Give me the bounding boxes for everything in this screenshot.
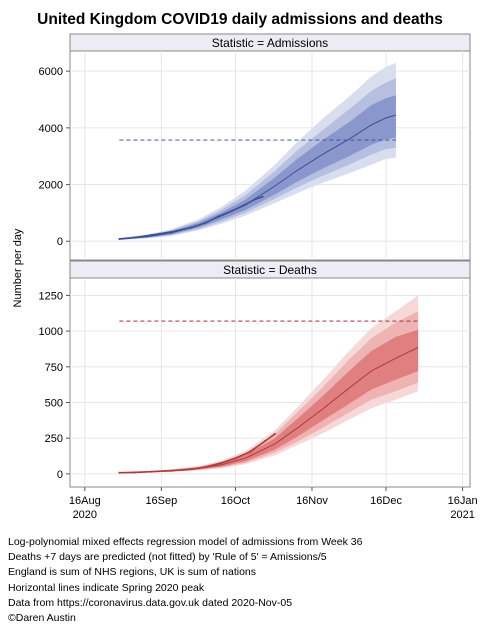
panel-header-label: Statistic = Admissions (212, 36, 328, 50)
y-tick-label: 0 (57, 469, 63, 481)
x-tick-label: 16Aug (69, 495, 101, 507)
observed-point (261, 195, 264, 198)
y-tick-label: 500 (45, 397, 63, 409)
observed-point (150, 234, 153, 236)
y-tick-label: 4000 (39, 123, 63, 135)
y-axis-label: Number per day (12, 228, 24, 307)
observed-point (241, 204, 244, 207)
model-line (119, 114, 397, 240)
observed-point (118, 471, 121, 474)
x-axis: 16Aug 2020 16Sep 16Oct 16Nov 16Dec 16Jan 2021 (69, 487, 478, 521)
x-tick-label: 16Sep (145, 495, 177, 507)
chart-title: United Kingdom COVID19 daily admissions … (37, 11, 443, 28)
observed-point (254, 198, 257, 201)
chart-panels: Statistic = Admissions0200040006000Stati… (39, 33, 471, 488)
note-line: Data from https://coronavirus.data.gov.u… (8, 596, 293, 609)
y-tick-label: 2000 (39, 180, 63, 192)
x-tick-label: 16Dec (370, 495, 402, 507)
observed-point (229, 210, 232, 213)
x-tick-year: 2020 (73, 509, 97, 521)
observed-point (133, 236, 136, 239)
observed-point (234, 457, 237, 460)
observed-point (170, 230, 173, 233)
observed-point (249, 450, 252, 453)
chart-figure: United Kingdom COVID19 daily admissions … (12, 11, 478, 521)
y-tick-label: 0 (57, 236, 63, 248)
observed-point (190, 468, 192, 471)
note-line: Deaths +7 days are predicted (not fitted… (8, 551, 327, 564)
y-tick-label: 6000 (39, 66, 63, 78)
observed-point (204, 466, 207, 468)
observed-point (150, 470, 153, 473)
x-tick-label: 16Oct (221, 495, 250, 507)
note-line: ©Daren Austin (8, 612, 76, 625)
panel: Statistic = Admissions 0 2000 4000 6000 (39, 33, 471, 261)
observed-point (170, 469, 173, 472)
note-line: Horizontal lines indicate Spring 2020 pe… (8, 581, 205, 594)
note-line: Log-polynomial mixed effects regression … (8, 536, 363, 548)
observed-point (264, 440, 267, 442)
x-tick-year: 2021 (450, 509, 474, 521)
observed-point (133, 471, 136, 474)
y-tick-label: 750 (45, 362, 63, 374)
observed-point (219, 462, 222, 465)
x-tick-label: 16Jan (448, 495, 478, 507)
note-line: England is sum of NHS regions, UK is sum… (8, 566, 257, 579)
y-tick-label: 250 (45, 433, 63, 445)
observed-point (273, 432, 276, 435)
chart-notes: Log-polynomial mixed effects regression … (8, 535, 468, 626)
y-tick-label: 1000 (39, 326, 63, 338)
prediction-band (119, 95, 396, 240)
panel: Statistic = Deaths 0 250 500 750 1000 1250 (39, 260, 471, 488)
observed-point (190, 226, 192, 229)
y-tick-label: 1250 (39, 290, 63, 302)
observed-point (118, 238, 121, 240)
plot-area (69, 50, 471, 261)
observed-point (204, 221, 207, 224)
panel-header-label: Statistic = Deaths (223, 263, 317, 277)
observed-point (217, 215, 220, 218)
prediction-band (119, 329, 419, 473)
x-tick-label: 16Nov (296, 495, 328, 507)
